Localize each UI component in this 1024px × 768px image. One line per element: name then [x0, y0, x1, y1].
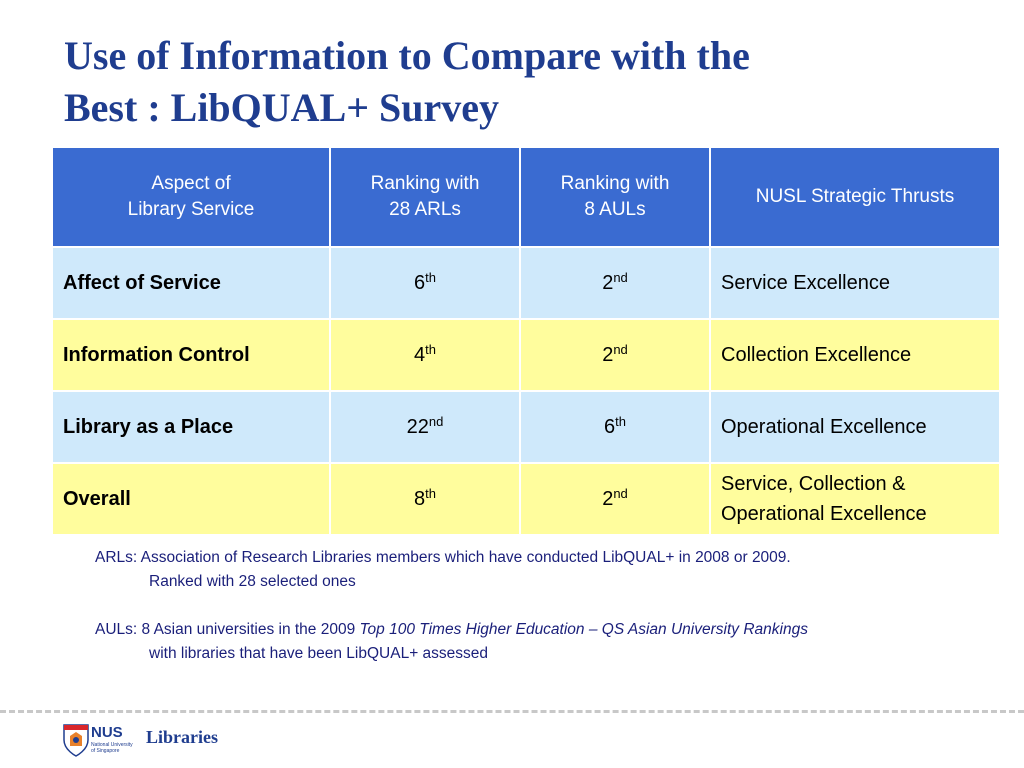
- rank-value: 4: [414, 344, 426, 366]
- aspect-cell: Information Control: [51, 318, 331, 392]
- rank-value: 6: [414, 272, 426, 294]
- aul-rank-cell: 2nd: [519, 462, 711, 536]
- aul-note-rankings-title: Top 100 Times Higher Education – QS Asia…: [359, 621, 808, 638]
- thrust-cell: Operational Excellence: [709, 390, 1001, 464]
- rank-suffix: nd: [428, 414, 444, 429]
- arl-rank-cell: 6th: [329, 246, 521, 320]
- aul-note-prefix: AULs: 8 Asian universities in the 2009: [95, 621, 360, 638]
- rank-value: 2: [602, 344, 614, 366]
- header-arl-ranking: Ranking with 28 ARLs: [329, 146, 521, 248]
- header-aul-line-2: 8 AULs: [584, 199, 646, 220]
- table-row: Information Control 4th 2nd Collection E…: [51, 318, 1001, 392]
- rank-suffix: th: [425, 486, 436, 501]
- table-row: Library as a Place 22nd 6th Operational …: [51, 390, 1001, 464]
- rank-suffix: nd: [613, 270, 628, 285]
- rank-value: 22: [406, 416, 429, 438]
- thrust-line-1: Service Excellence: [721, 272, 890, 294]
- arl-rank-cell: 4th: [329, 318, 521, 392]
- rank-suffix: th: [425, 342, 436, 357]
- aul-rank-cell: 6th: [519, 390, 711, 464]
- rank-value: 8: [414, 488, 426, 510]
- title-line-2: Best : LibQUAL+ Survey: [64, 85, 500, 130]
- thrust-cell: Service, Collection & Operational Excelle…: [709, 462, 1001, 536]
- nus-crest-icon: NUS National University of Singapore: [63, 724, 133, 757]
- footer-divider: [0, 710, 1024, 713]
- rank-value: 6: [604, 416, 616, 438]
- logo-wordmark: NUS: [91, 724, 123, 741]
- rank-value: 2: [602, 272, 614, 294]
- aspect-cell: Library as a Place: [51, 390, 331, 464]
- arl-rank-cell: 8th: [329, 462, 521, 536]
- header-arl-line-2: 28 ARLs: [389, 199, 461, 220]
- header-aspect: Aspect of Library Service: [51, 146, 331, 248]
- header-aul-ranking: Ranking with 8 AULs: [519, 146, 711, 248]
- arl-note-continued: Ranked with 28 selected ones: [149, 573, 356, 590]
- ranking-table: Aspect of Library Service Ranking with 2…: [51, 146, 1001, 536]
- rank-suffix: th: [615, 414, 626, 429]
- thrust-cell: Service Excellence: [709, 246, 1001, 320]
- thrust-line-1: Service, Collection &: [721, 473, 906, 495]
- header-arl-line-1: Ranking with: [370, 173, 480, 194]
- title-line-1: Use of Information to Compare with the: [64, 33, 750, 78]
- header-strategic-thrusts: NUSL Strategic Thrusts: [709, 146, 1001, 248]
- arl-rank-cell: 22nd: [329, 390, 521, 464]
- table-row: Affect of Service 6th 2nd Service Excell…: [51, 246, 1001, 320]
- aul-rank-cell: 2nd: [519, 318, 711, 392]
- rank-suffix: nd: [613, 486, 628, 501]
- aul-note: AULs: 8 Asian universities in the 2009 T…: [95, 618, 975, 642]
- aul-note-continued: with libraries that have been LibQUAL+ a…: [149, 645, 489, 662]
- arl-note: ARLs: Association of Research Libraries …: [95, 549, 791, 566]
- logo-subtitle-2: of Singapore: [91, 748, 120, 754]
- aspect-cell: Affect of Service: [51, 246, 331, 320]
- rank-suffix: nd: [613, 342, 628, 357]
- table-header-row: Aspect of Library Service Ranking with 2…: [51, 146, 1001, 248]
- aspect-cell: Overall: [51, 462, 331, 536]
- footnotes: ARLs: Association of Research Libraries …: [95, 546, 975, 666]
- thrust-line-1: Collection Excellence: [721, 344, 912, 366]
- libraries-label: Libraries: [146, 727, 218, 747]
- thrust-cell: Collection Excellence: [709, 318, 1001, 392]
- header-aspect-line-2: Library Service: [127, 199, 255, 220]
- rank-value: 2: [602, 488, 614, 510]
- thrust-line-1: Operational Excellence: [721, 416, 927, 438]
- rank-suffix: th: [425, 270, 436, 285]
- header-aspect-line-1: Aspect of: [151, 173, 231, 194]
- header-aul-line-1: Ranking with: [560, 173, 670, 194]
- logo-subtitle-1: National University: [91, 742, 133, 748]
- aul-rank-cell: 2nd: [519, 246, 711, 320]
- thrust-line-2: Operational Excellence: [721, 503, 927, 525]
- table-row: Overall 8th 2nd Service, Collection & Ope…: [51, 462, 1001, 536]
- page-title: Use of Information to Compare with the B…: [64, 30, 964, 134]
